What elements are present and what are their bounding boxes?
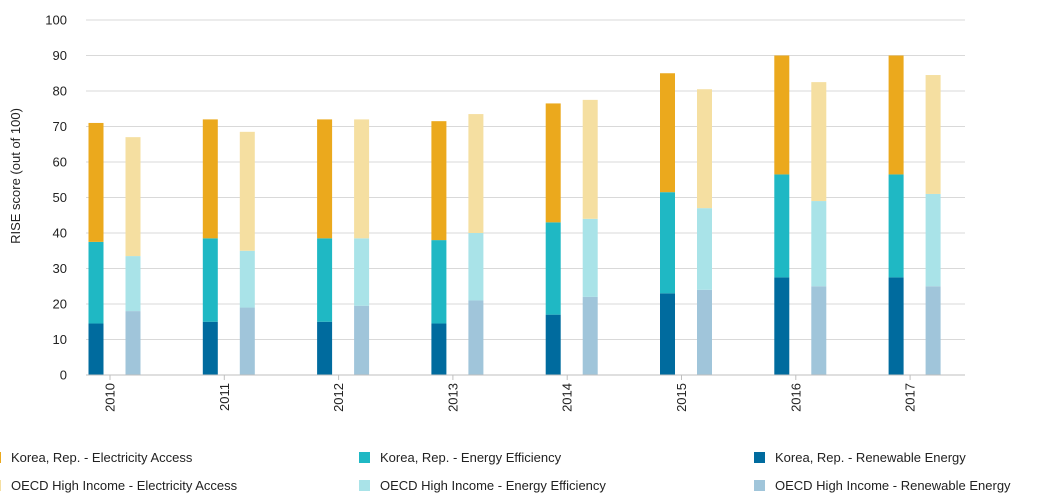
legend-label: Korea, Rep. - Renewable Energy <box>775 449 966 465</box>
x-tick-label-2015: 2015 <box>674 383 689 412</box>
legend-swatch <box>0 479 1 491</box>
bar-korea-rep--2013-segment-1 <box>431 240 447 324</box>
bar-oecd-high-income-2013-segment-1 <box>468 233 484 301</box>
x-axis-ticks: 2010 2011 2012 2013 2014 2015 2016 2017 <box>103 375 918 412</box>
bar-korea-rep--2015-segment-0 <box>660 293 675 375</box>
legend-item-oecd-renewable-energy: OECD High Income - Renewable Energy <box>754 475 1011 495</box>
legend-item-oecd-electricity-access: OECD High Income - Electricity Access <box>0 475 237 495</box>
bar-oecd-high-income-2015-segment-2 <box>697 89 712 209</box>
legend-swatch <box>754 479 765 491</box>
bar-korea-rep--2011-segment-2 <box>202 119 218 239</box>
legend-label: OECD High Income - Energy Efficiency <box>380 477 606 493</box>
bar-korea-rep--2015-segment-2 <box>660 73 675 193</box>
bar-oecd-high-income-2013-segment-2 <box>468 114 484 233</box>
bar-korea-rep--2016-segment-2 <box>774 55 790 175</box>
x-tick-label-2013: 2013 <box>445 383 460 412</box>
y-axis-ticks: 0 10 20 30 40 50 60 70 80 90 100 <box>45 13 67 383</box>
y-tick-label: 60 <box>53 155 67 170</box>
bar-oecd-high-income-2014-segment-2 <box>582 99 598 219</box>
gridlines <box>86 19 965 340</box>
bar-korea-rep--2012-segment-0 <box>317 321 333 375</box>
bar-korea-rep--2014-segment-2 <box>545 103 561 223</box>
bar-oecd-high-income-2012-segment-1 <box>354 238 370 306</box>
bar-oecd-high-income-2015-segment-1 <box>697 208 712 290</box>
bar-korea-rep--2016-segment-0 <box>774 277 790 375</box>
y-tick-label: 20 <box>53 297 67 312</box>
legend-label: Korea, Rep. - Energy Efficiency <box>380 449 562 465</box>
legend-item-korea-electricity-access: Korea, Rep. - Electricity Access <box>0 447 192 467</box>
bar-oecd-high-income-2017-segment-0 <box>925 286 941 375</box>
bar-oecd-high-income-2010-segment-1 <box>125 256 141 312</box>
legend-label: OECD High Income - Renewable Energy <box>775 477 1011 493</box>
legend-label: Korea, Rep. - Electricity Access <box>11 449 193 465</box>
bar-oecd-high-income-2016-segment-0 <box>811 286 827 375</box>
bar-korea-rep--2013-segment-0 <box>431 323 447 375</box>
legend-item-oecd-energy-efficiency: OECD High Income - Energy Efficiency <box>359 475 606 495</box>
bar-oecd-high-income-2010-segment-2 <box>125 137 141 257</box>
bar-korea-rep--2014-segment-0 <box>545 314 561 375</box>
bar-korea-rep--2010-segment-1 <box>88 241 104 324</box>
bar-oecd-high-income-2012-segment-2 <box>354 119 370 239</box>
bar-oecd-high-income-2012-segment-0 <box>354 305 370 375</box>
legend-swatch <box>754 451 765 463</box>
bar-korea-rep--2010-segment-2 <box>88 122 104 242</box>
bar-korea-rep--2017-segment-2 <box>888 55 904 175</box>
bar-oecd-high-income-2016-segment-2 <box>811 82 827 202</box>
bar-oecd-high-income-2011-segment-2 <box>239 131 255 251</box>
bar-korea-rep--2013-segment-2 <box>431 121 447 241</box>
bar-oecd-high-income-2013-segment-0 <box>468 300 484 375</box>
y-tick-label: 30 <box>53 261 67 276</box>
bar-korea-rep--2011-segment-1 <box>202 238 218 322</box>
bar-oecd-high-income-2016-segment-1 <box>811 201 827 287</box>
legend-label: OECD High Income - Electricity Access <box>11 477 238 493</box>
bar-oecd-high-income-2014-segment-1 <box>582 218 598 297</box>
bar-korea-rep--2017-segment-1 <box>888 174 904 278</box>
y-tick-label: 0 <box>60 368 67 383</box>
bar-korea-rep--2016-segment-1 <box>774 174 790 278</box>
bars <box>88 55 941 375</box>
bar-korea-rep--2017-segment-0 <box>888 277 904 375</box>
bar-korea-rep--2012-segment-1 <box>317 238 333 322</box>
bar-oecd-high-income-2011-segment-1 <box>239 250 255 308</box>
x-tick-label-2017: 2017 <box>903 383 918 412</box>
bar-korea-rep--2014-segment-1 <box>545 222 561 315</box>
bar-oecd-high-income-2015-segment-0 <box>697 289 712 375</box>
x-tick-label-2011: 2011 <box>217 383 232 411</box>
bar-oecd-high-income-2011-segment-0 <box>239 307 255 375</box>
bar-korea-rep--2015-segment-1 <box>660 192 675 294</box>
bar-oecd-high-income-2010-segment-0 <box>125 311 141 375</box>
y-tick-label: 90 <box>53 48 67 63</box>
bar-oecd-high-income-2017-segment-2 <box>925 75 941 194</box>
legend: Korea, Rep. - Electricity Access Korea, … <box>0 440 1055 496</box>
y-tick-label: 100 <box>45 13 67 28</box>
y-axis-title: RISE score (out of 100) <box>8 108 23 244</box>
legend-swatch <box>359 451 370 463</box>
x-tick-label-2012: 2012 <box>331 383 346 412</box>
bar-korea-rep--2011-segment-0 <box>202 321 218 375</box>
y-tick-label: 10 <box>53 332 67 347</box>
legend-item-korea-energy-efficiency: Korea, Rep. - Energy Efficiency <box>359 447 561 467</box>
bar-korea-rep--2010-segment-0 <box>88 323 104 375</box>
bar-korea-rep--2012-segment-2 <box>317 119 333 239</box>
legend-swatch <box>0 451 1 463</box>
y-tick-label: 80 <box>53 84 67 99</box>
legend-item-korea-renewable-energy: Korea, Rep. - Renewable Energy <box>754 447 966 467</box>
bar-oecd-high-income-2017-segment-1 <box>925 193 941 287</box>
x-tick-label-2010: 2010 <box>103 383 118 412</box>
x-tick-label-2014: 2014 <box>560 383 575 412</box>
x-tick-label-2016: 2016 <box>788 383 803 412</box>
y-tick-label: 40 <box>53 226 67 241</box>
y-tick-label: 70 <box>53 119 67 134</box>
bar-oecd-high-income-2014-segment-0 <box>582 296 598 375</box>
legend-swatch <box>359 479 370 491</box>
y-tick-label: 50 <box>53 190 67 205</box>
